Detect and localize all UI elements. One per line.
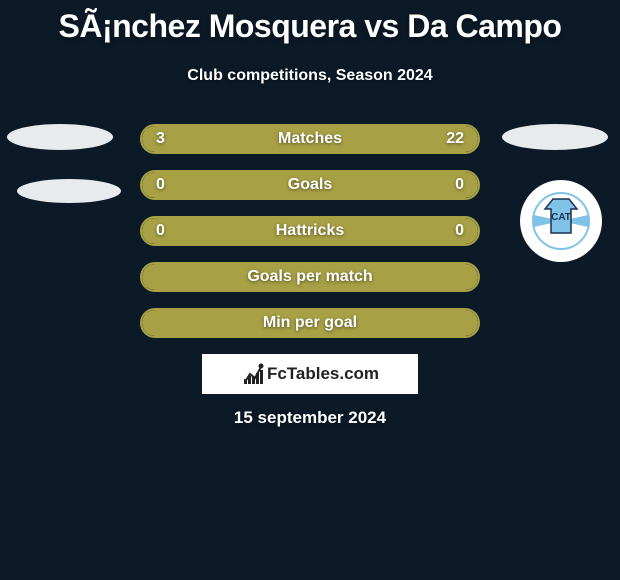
club-left-badge	[17, 179, 121, 203]
stat-label: Min per goal	[142, 310, 478, 336]
chart-icon	[241, 362, 265, 386]
stat-row-goals-per-match: Goals per match	[140, 262, 480, 292]
club-right-badge-inner: CAT	[531, 191, 591, 251]
club-right-badge: CAT	[520, 180, 602, 262]
stat-label: Goals per match	[142, 264, 478, 290]
player-left-avatar	[7, 124, 113, 150]
stat-row-min-per-goal: Min per goal	[140, 308, 480, 338]
brand-text: FcTables.com	[267, 364, 379, 384]
stat-val-right: 22	[446, 126, 464, 152]
stat-label: Matches	[142, 126, 478, 152]
stats-container: 3 Matches 22 0 Goals 0 0 Hattricks 0 Goa…	[140, 124, 480, 354]
stat-row-hattricks: 0 Hattricks 0	[140, 216, 480, 246]
brand-box: FcTables.com	[202, 354, 418, 394]
player-right-avatar	[502, 124, 608, 150]
stat-row-matches: 3 Matches 22	[140, 124, 480, 154]
stat-label: Goals	[142, 172, 478, 198]
stat-val-right: 0	[455, 218, 464, 244]
stat-val-right: 0	[455, 172, 464, 198]
page-subtitle: Club competitions, Season 2024	[0, 67, 620, 85]
date-line: 15 september 2024	[0, 408, 620, 428]
stat-row-goals: 0 Goals 0	[140, 170, 480, 200]
badge-text: CAT	[551, 212, 571, 223]
page-title: SÃ¡nchez Mosquera vs Da Campo	[0, 0, 620, 45]
stat-label: Hattricks	[142, 218, 478, 244]
